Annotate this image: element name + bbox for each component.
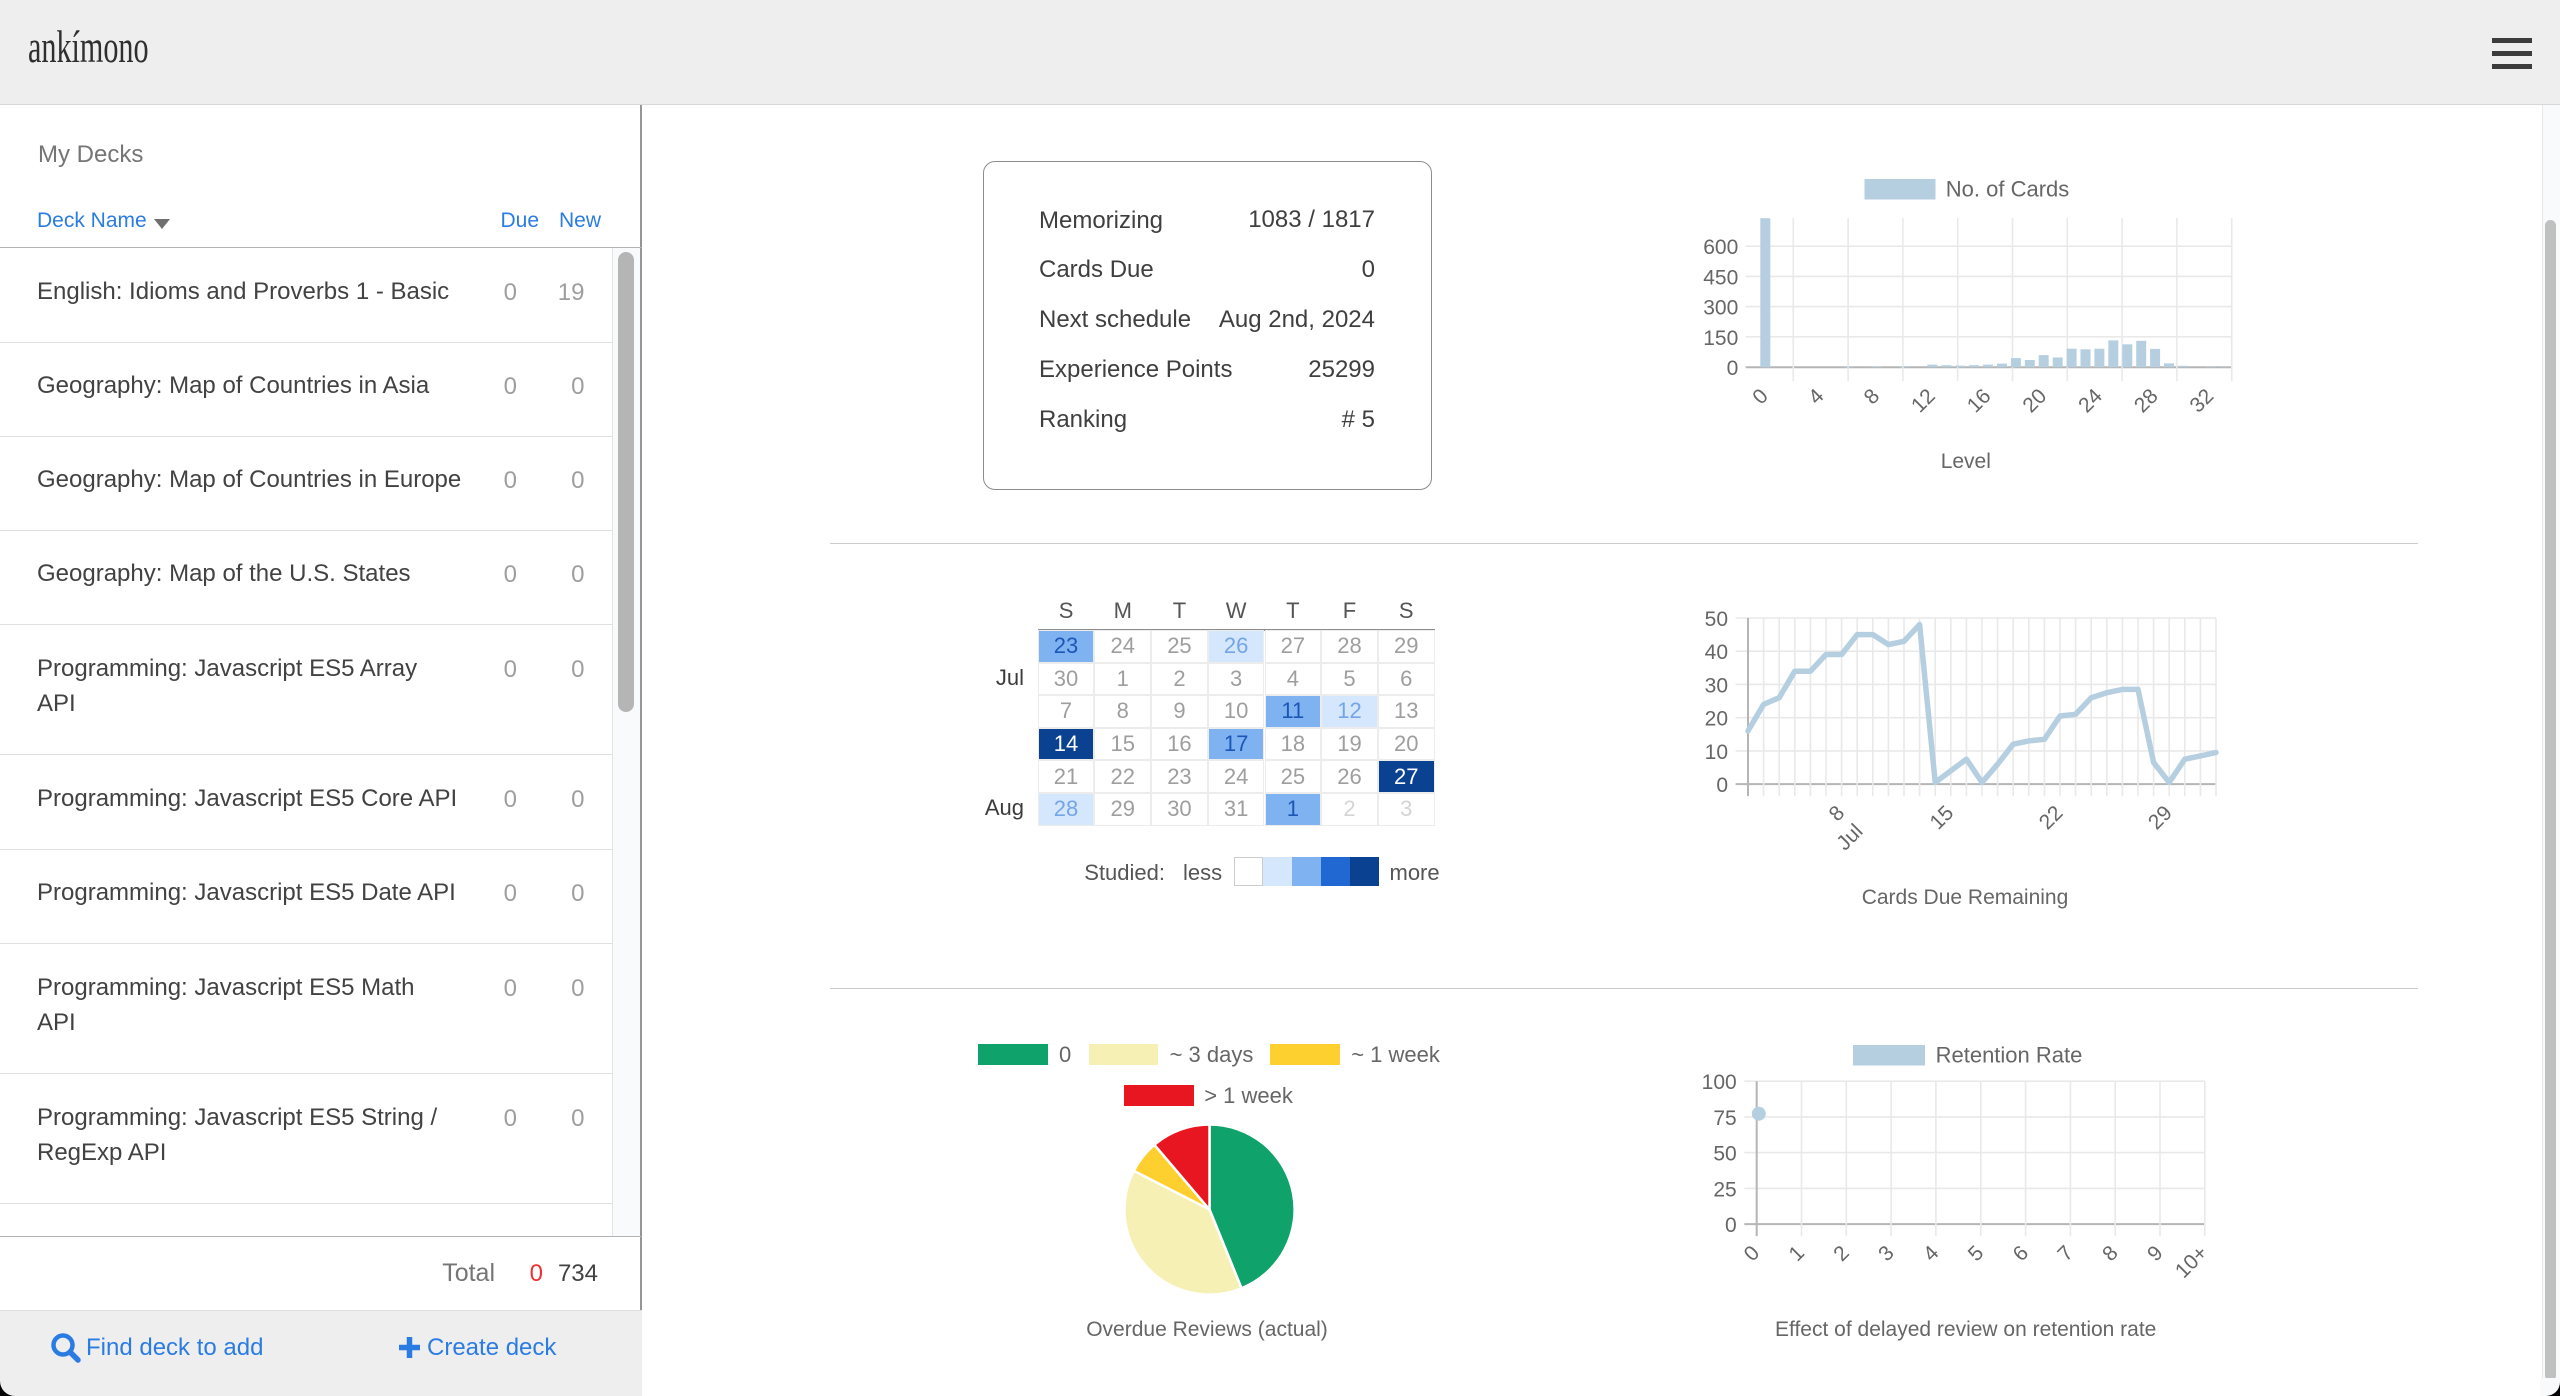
svg-text:0: 0 [1748, 384, 1773, 409]
svg-text:8: 8 [2098, 1241, 2123, 1266]
svg-text:Level: Level [1941, 450, 1991, 473]
svg-text:10+: 10+ [2171, 1241, 2212, 1282]
svg-text:20: 20 [2018, 384, 2051, 417]
svg-text:Cards Due Remaining: Cards Due Remaining [1862, 886, 2069, 909]
svg-text:7: 7 [2053, 1241, 2078, 1266]
svg-text:32: 32 [2186, 384, 2219, 417]
svg-text:28: 28 [2130, 384, 2163, 417]
svg-text:4: 4 [1804, 384, 1829, 409]
svg-text:0: 0 [1725, 1214, 1737, 1237]
svg-text:1: 1 [1785, 1241, 1810, 1266]
svg-text:2: 2 [1829, 1241, 1854, 1266]
svg-text:300: 300 [1703, 297, 1738, 320]
svg-text:16: 16 [1963, 384, 1996, 417]
svg-text:40: 40 [1705, 641, 1728, 664]
svg-text:450: 450 [1703, 266, 1738, 289]
svg-text:150: 150 [1703, 327, 1738, 350]
svg-text:8Jul: 8Jul [1814, 801, 1868, 855]
svg-text:29: 29 [2144, 801, 2177, 834]
svg-text:Effect of delayed review on re: Effect of delayed review on retention ra… [1775, 1318, 2156, 1341]
svg-text:75: 75 [1713, 1107, 1736, 1130]
svg-text:3: 3 [1874, 1241, 1899, 1266]
svg-text:No. of Cards: No. of Cards [1946, 177, 2070, 202]
svg-text:50: 50 [1713, 1143, 1736, 1166]
svg-text:8: 8 [1860, 384, 1885, 409]
svg-text:6: 6 [2009, 1241, 2034, 1266]
svg-text:22: 22 [2035, 801, 2068, 834]
svg-text:600: 600 [1703, 236, 1738, 259]
svg-text:9: 9 [2143, 1241, 2168, 1266]
svg-text:12: 12 [1907, 384, 1940, 417]
svg-text:50: 50 [1705, 608, 1728, 631]
svg-text:100: 100 [1702, 1071, 1737, 1094]
svg-text:5: 5 [1964, 1241, 1989, 1266]
svg-text:15: 15 [1926, 801, 1959, 834]
svg-text:0: 0 [1727, 357, 1739, 380]
svg-text:25: 25 [1713, 1178, 1736, 1201]
svg-text:30: 30 [1705, 674, 1728, 697]
svg-text:24: 24 [2074, 384, 2107, 417]
svg-text:Retention Rate: Retention Rate [1936, 1043, 2083, 1068]
svg-text:4: 4 [1919, 1241, 1944, 1266]
svg-text:0: 0 [1740, 1241, 1765, 1266]
svg-text:0: 0 [1716, 774, 1728, 797]
svg-text:20: 20 [1705, 708, 1728, 731]
svg-text:10: 10 [1705, 741, 1728, 764]
